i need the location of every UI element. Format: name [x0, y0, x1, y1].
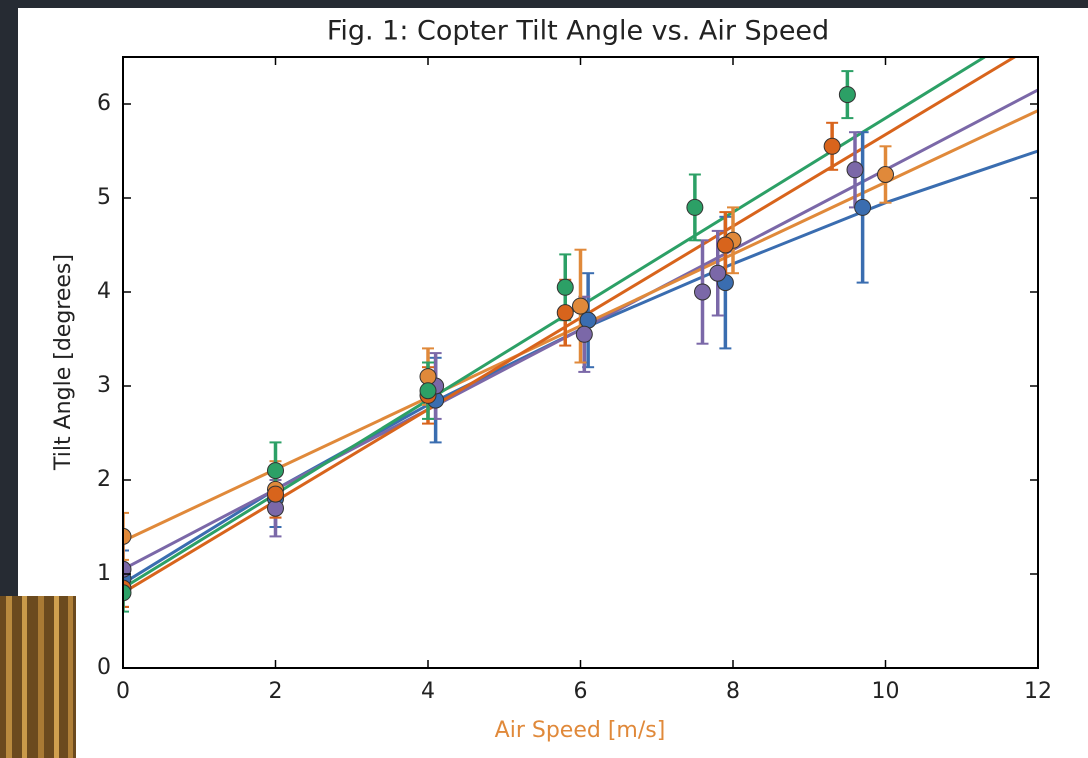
x-tick-label: 2: [269, 679, 283, 704]
y-tick-label: 5: [97, 185, 111, 210]
y-tick-label: 3: [97, 373, 111, 398]
data-point: [123, 527, 132, 545]
data-point: [575, 325, 593, 343]
data-point: [579, 311, 597, 329]
y-axis-label: Tilt Angle [degrees]: [51, 254, 76, 471]
y-tick-label: 4: [97, 279, 111, 304]
data-point: [556, 278, 574, 296]
y-tick-label: 2: [97, 467, 111, 492]
data-point: [572, 297, 589, 315]
data-point: [846, 161, 864, 179]
data-point: [123, 584, 132, 602]
figure-background: [18, 8, 1088, 758]
x-tick-label: 10: [872, 679, 900, 704]
data-point: [267, 462, 284, 480]
data-point: [686, 198, 704, 216]
photo-fragment: [0, 596, 76, 758]
x-tick-label: 12: [1024, 679, 1052, 704]
x-tick-label: 4: [421, 679, 435, 704]
data-point: [838, 86, 856, 104]
x-axis-label: Air Speed [m/s]: [495, 718, 666, 743]
data-point: [267, 485, 284, 503]
data-point: [877, 166, 894, 183]
data-point: [556, 304, 574, 322]
x-tick-label: 8: [726, 679, 740, 704]
error-bar: [123, 511, 129, 561]
data-point: [823, 137, 841, 155]
y-tick-label: 0: [97, 655, 111, 680]
data-point: [419, 382, 437, 400]
y-tick-label: 6: [97, 91, 111, 116]
x-tick-label: 0: [116, 679, 130, 704]
y-tick-label: 1: [97, 561, 111, 586]
data-point: [709, 264, 727, 282]
data-point: [854, 198, 872, 216]
data-point: [694, 283, 711, 301]
chart-title: Fig. 1: Copter Tilt Angle vs. Air Speed: [327, 16, 829, 47]
x-tick-label: 6: [574, 679, 588, 704]
fit-line: [123, 57, 986, 590]
data-point: [716, 236, 734, 254]
